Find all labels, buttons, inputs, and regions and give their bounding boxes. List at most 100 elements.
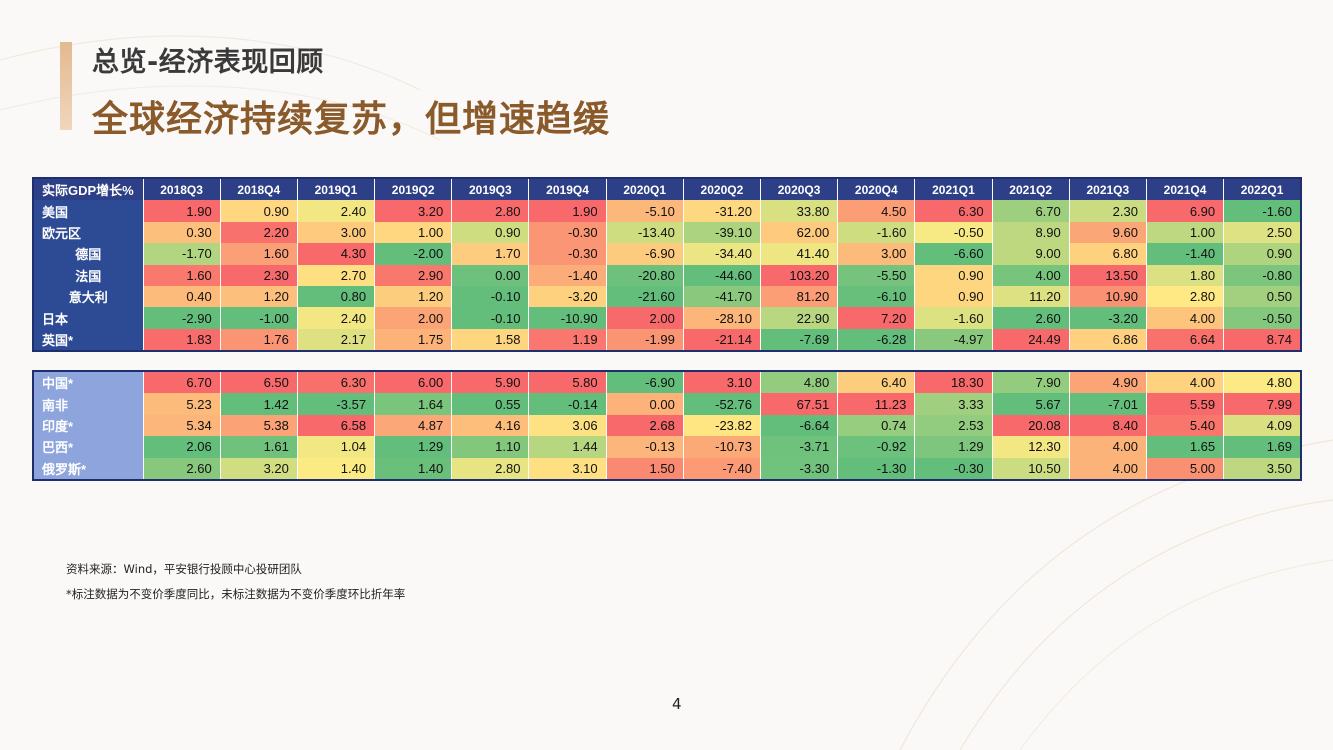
gdp-value-cell: 0.90 <box>1223 243 1302 265</box>
row-label: 法国 <box>33 264 144 286</box>
gdp-value-cell: -7.01 <box>1069 393 1147 415</box>
table-row: 美国 1.90 0.90 2.40 3.20 2.80 1.90 -5.10 -31.20 33.… <box>33 200 1302 222</box>
source-note: 资料来源：Wind，平安银行投顾中心投研团队 <box>66 562 302 576</box>
gdp-value-cell: 2.70 <box>297 264 376 286</box>
gdp-value-cell: -34.40 <box>683 243 762 265</box>
gdp-value-cell: 1.40 <box>297 457 376 480</box>
gdp-value-cell: 2.20 <box>220 221 298 244</box>
gdp-value-cell: 5.59 <box>1146 393 1225 415</box>
gdp-value-cell: 0.55 <box>451 393 530 415</box>
gdp-value-cell: -1.60 <box>1223 200 1302 222</box>
column-header: 2019Q1 <box>297 178 376 201</box>
column-header: 2020Q2 <box>683 178 762 201</box>
gdp-value-cell: -31.20 <box>683 200 762 222</box>
gdp-value-cell: 9.60 <box>1069 221 1147 244</box>
table-row: 中国* 6.70 6.50 6.30 6.00 5.90 5.80 -6.90 3.10 4.80… <box>33 371 1302 394</box>
gdp-value-cell: 0.90 <box>451 221 530 244</box>
gdp-value-cell: 6.30 <box>914 200 993 222</box>
gdp-value-cell: 6.80 <box>1069 243 1147 265</box>
gdp-value-cell: 7.90 <box>992 371 1070 394</box>
gdp-value-cell: 103.20 <box>760 264 839 286</box>
gdp-value-cell: 0.40 <box>143 285 221 308</box>
gdp-value-cell: 0.30 <box>143 221 221 244</box>
gdp-value-cell: 6.00 <box>374 371 453 394</box>
gdp-value-cell: -0.30 <box>528 243 607 265</box>
gdp-value-cell: 0.90 <box>220 200 298 222</box>
gdp-value-cell: 0.00 <box>606 393 684 415</box>
gdp-value-cell: 1.70 <box>451 243 530 265</box>
gdp-value-cell: -0.14 <box>528 393 607 415</box>
column-header: 2020Q3 <box>760 178 839 201</box>
gdp-value-cell: 2.53 <box>914 414 993 437</box>
gdp-value-cell: -1.70 <box>143 243 221 265</box>
gdp-value-cell: 3.00 <box>297 221 376 244</box>
gdp-value-cell: 6.70 <box>992 200 1070 222</box>
gdp-value-cell: 1.69 <box>1223 436 1302 458</box>
column-header: 2021Q2 <box>992 178 1070 201</box>
gdp-value-cell: 5.38 <box>220 414 298 437</box>
table-row: 英国* 1.83 1.76 2.17 1.75 1.58 1.19 -1.99 -21.14 -7… <box>33 328 1302 352</box>
gdp-value-cell: 4.80 <box>1223 371 1302 394</box>
gdp-value-cell: 2.00 <box>606 307 684 329</box>
table-row: 德国 -1.70 1.60 4.30 -2.00 1.70 -0.30 -6.90 -34.40… <box>33 243 1302 265</box>
gdp-value-cell: -2.00 <box>374 243 453 265</box>
gdp-value-cell: 4.80 <box>760 371 839 394</box>
gdp-value-cell: 1.64 <box>374 393 453 415</box>
gdp-value-cell: 0.90 <box>914 264 993 286</box>
gdp-value-cell: 1.10 <box>451 436 530 458</box>
gdp-value-cell: -52.76 <box>683 393 762 415</box>
column-header: 2021Q4 <box>1146 178 1225 201</box>
gdp-value-cell: 8.74 <box>1223 328 1302 352</box>
gdp-value-cell: -6.64 <box>760 414 839 437</box>
gdp-value-cell: -3.20 <box>1069 307 1147 329</box>
gdp-value-cell: -7.40 <box>683 457 762 480</box>
gdp-value-cell: 1.04 <box>297 436 376 458</box>
gdp-value-cell: -5.10 <box>606 200 684 222</box>
gdp-value-cell: 0.80 <box>297 285 376 308</box>
gdp-value-cell: 0.00 <box>451 264 530 286</box>
gdp-value-cell: 2.68 <box>606 414 684 437</box>
gdp-value-cell: -1.00 <box>220 307 298 329</box>
gdp-value-cell: 1.60 <box>143 264 221 286</box>
gdp-value-cell: 20.08 <box>992 414 1070 437</box>
gdp-value-cell: -1.40 <box>528 264 607 286</box>
gdp-value-cell: 1.76 <box>220 328 298 352</box>
column-header: 2019Q4 <box>528 178 607 201</box>
column-header: 2021Q3 <box>1069 178 1147 201</box>
column-header: 2019Q2 <box>374 178 453 201</box>
gdp-value-cell: -0.10 <box>451 307 530 329</box>
gdp-value-cell: 33.80 <box>760 200 839 222</box>
gdp-value-cell: 3.50 <box>1223 457 1302 480</box>
gdp-value-cell: 5.00 <box>1146 457 1225 480</box>
gdp-value-cell: -23.82 <box>683 414 762 437</box>
gdp-value-cell: -5.50 <box>837 264 916 286</box>
gdp-value-cell: 2.80 <box>1146 285 1225 308</box>
gdp-value-cell: -10.90 <box>528 307 607 329</box>
gdp-value-cell: 12.30 <box>992 436 1070 458</box>
table-row: 南非 5.23 1.42 -3.57 1.64 0.55 -0.14 0.00 -52.76 67… <box>33 393 1302 415</box>
gdp-value-cell: 81.20 <box>760 285 839 308</box>
gdp-value-cell: -0.50 <box>914 221 993 244</box>
gdp-value-cell: 4.00 <box>1069 436 1147 458</box>
gdp-value-cell: -0.30 <box>528 221 607 244</box>
gdp-value-cell: 3.33 <box>914 393 993 415</box>
gdp-value-cell: 5.80 <box>528 371 607 394</box>
gdp-value-cell: -3.57 <box>297 393 376 415</box>
table-corner-label: 实际GDP增长% <box>33 178 144 201</box>
gdp-value-cell: 11.23 <box>837 393 916 415</box>
gdp-value-cell: -4.97 <box>914 328 993 352</box>
gdp-value-cell: 1.40 <box>374 457 453 480</box>
footnote: *标注数据为不变价季度同比，未标注数据为不变价季度环比折年率 <box>66 587 406 601</box>
gdp-value-cell: -0.13 <box>606 436 684 458</box>
gdp-value-cell: -1.30 <box>837 457 916 480</box>
gdp-value-cell: 6.50 <box>220 371 298 394</box>
gdp-value-cell: -0.10 <box>451 285 530 308</box>
gdp-value-cell: -6.90 <box>606 243 684 265</box>
gdp-value-cell: 6.70 <box>143 371 221 394</box>
gdp-value-cell: 6.64 <box>1146 328 1225 352</box>
gdp-value-cell: 2.50 <box>1223 221 1302 244</box>
gdp-value-cell: 4.00 <box>1069 457 1147 480</box>
gdp-value-cell: 1.60 <box>220 243 298 265</box>
gdp-value-cell: 9.00 <box>992 243 1070 265</box>
gdp-value-cell: 4.00 <box>992 264 1070 286</box>
